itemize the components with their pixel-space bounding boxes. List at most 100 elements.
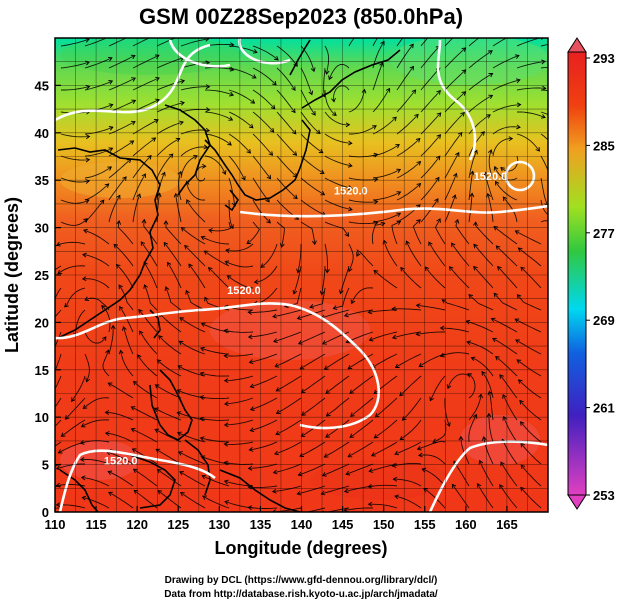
streamline xyxy=(372,41,385,69)
streamline-arrowhead xyxy=(436,89,441,95)
streamline-arrowhead xyxy=(292,289,298,295)
streamline-arrowhead xyxy=(331,97,336,103)
streamline xyxy=(444,132,463,157)
streamline xyxy=(246,221,260,244)
streamline xyxy=(372,38,378,47)
streamline-arrowhead xyxy=(391,462,397,468)
streamline-arrowhead xyxy=(502,394,507,399)
streamline xyxy=(345,463,374,475)
streamline-arrowhead xyxy=(323,365,329,370)
streamline xyxy=(55,485,62,488)
streamline xyxy=(420,67,441,91)
streamline xyxy=(260,243,278,268)
streamline-arrowhead xyxy=(405,240,410,246)
streamline xyxy=(515,230,542,245)
streamline xyxy=(60,218,88,226)
streamline xyxy=(80,459,110,465)
streamline-arrowhead xyxy=(137,354,142,359)
streamline-arrowhead xyxy=(473,149,478,155)
colorbar-label: 269 xyxy=(593,313,615,328)
streamline xyxy=(84,147,113,157)
streamline-arrowhead xyxy=(320,490,326,496)
streamline xyxy=(300,67,313,95)
streamline-arrowhead xyxy=(249,383,255,389)
streamline-arrowhead xyxy=(409,43,414,49)
streamline xyxy=(441,299,470,311)
streamline-arrowhead xyxy=(205,127,211,133)
streamline xyxy=(468,50,493,69)
streamline-arrowhead xyxy=(396,168,402,174)
streamline-arrowhead xyxy=(292,151,298,156)
streamline xyxy=(418,454,446,465)
streamline-arrowhead xyxy=(223,460,229,466)
streamline xyxy=(105,411,134,421)
contour-label: 1520.0 xyxy=(104,456,138,468)
streamline-arrowhead xyxy=(508,136,514,142)
x-tick-labels: 110 115 120 125 130 135 140 145 150 155 160 165 xyxy=(45,506,518,532)
streamline xyxy=(61,419,86,437)
streamline-arrowhead xyxy=(141,218,147,224)
streamline xyxy=(117,220,134,245)
streamline xyxy=(178,451,206,465)
streamline-arrowhead xyxy=(104,431,110,436)
streamline xyxy=(492,138,513,157)
streamline-arrowhead xyxy=(450,242,456,248)
streamline-arrowhead xyxy=(118,284,123,290)
streamline xyxy=(252,45,279,61)
streamline-arrowhead xyxy=(502,196,508,202)
streamline-arrowhead xyxy=(416,183,422,188)
gridlines xyxy=(55,38,548,512)
streamline xyxy=(156,359,182,377)
streamline xyxy=(202,495,230,509)
streamline-arrowhead xyxy=(131,77,136,82)
streamline xyxy=(248,463,278,469)
streamline-arrowhead xyxy=(104,410,110,415)
streamline-arrowhead xyxy=(223,378,229,383)
streamline xyxy=(371,222,385,245)
streamline-arrowhead xyxy=(266,218,271,224)
streamline xyxy=(324,111,350,126)
streamline-arrowhead xyxy=(33,509,37,513)
streamline-arrowhead xyxy=(439,352,445,358)
streamline-arrowhead xyxy=(84,296,90,301)
streamline xyxy=(55,441,62,447)
streamline xyxy=(81,476,110,487)
colorbar-top-arrow xyxy=(567,37,587,53)
streamline-arrowhead xyxy=(178,340,184,346)
streamline-arrowhead xyxy=(297,471,303,477)
streamline-arrowhead xyxy=(248,359,254,365)
streamline-arrowhead xyxy=(229,66,235,72)
streamline xyxy=(396,161,421,179)
x-tick-label: 150 xyxy=(373,517,395,532)
streamline-arrowhead xyxy=(130,54,136,60)
y-tick-label: 30 xyxy=(35,221,49,236)
streamline xyxy=(228,155,246,181)
streamline xyxy=(444,47,466,69)
streamline xyxy=(492,79,521,91)
streamline-arrowhead xyxy=(296,268,301,274)
streamline-arrowhead xyxy=(158,335,163,340)
streamline-arrowhead xyxy=(347,452,353,458)
streamline-arrowhead xyxy=(345,122,351,128)
streamline xyxy=(300,133,324,154)
streamline xyxy=(467,373,476,399)
streamline-arrowhead xyxy=(132,380,138,386)
streamline-arrowhead xyxy=(37,455,41,459)
streamline xyxy=(55,265,62,271)
streamline-arrowhead xyxy=(380,40,385,46)
streamline-arrowhead xyxy=(269,127,275,133)
streamline xyxy=(298,463,326,476)
streamline-arrowhead xyxy=(136,193,142,199)
streamline xyxy=(321,485,350,495)
streamline xyxy=(348,89,366,113)
streamline xyxy=(420,45,440,69)
streamline xyxy=(468,150,478,179)
streamline-arrowhead xyxy=(64,415,70,420)
streamline-arrowhead xyxy=(418,362,424,368)
streamline-arrowhead xyxy=(517,379,523,384)
streamline xyxy=(57,265,86,275)
streamline-arrowhead xyxy=(493,165,499,171)
streamline-arrowhead xyxy=(424,266,430,272)
streamline xyxy=(418,353,446,367)
